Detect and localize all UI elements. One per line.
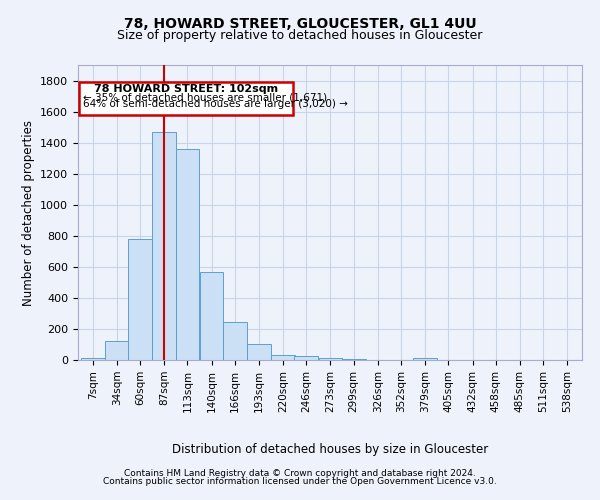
Y-axis label: Number of detached properties: Number of detached properties [22,120,35,306]
Bar [342,359,365,360]
Bar [223,322,247,360]
Text: 78 HOWARD STREET: 102sqm: 78 HOWARD STREET: 102sqm [94,84,278,94]
FancyBboxPatch shape [79,82,293,114]
Bar [413,358,437,360]
Text: Contains HM Land Registry data © Crown copyright and database right 2024.: Contains HM Land Registry data © Crown c… [124,468,476,477]
Bar [105,342,129,360]
Text: Distribution of detached houses by size in Gloucester: Distribution of detached houses by size … [172,442,488,456]
Bar [81,358,104,360]
Text: Size of property relative to detached houses in Gloucester: Size of property relative to detached ho… [118,29,482,42]
Bar [176,149,199,360]
Bar [319,358,342,360]
Text: 64% of semi-detached houses are larger (3,020) →: 64% of semi-detached houses are larger (… [83,99,348,109]
Bar [271,354,295,360]
Bar [152,132,176,360]
Text: 78, HOWARD STREET, GLOUCESTER, GL1 4UU: 78, HOWARD STREET, GLOUCESTER, GL1 4UU [124,18,476,32]
Bar [128,239,152,360]
Text: ← 35% of detached houses are smaller (1,671): ← 35% of detached houses are smaller (1,… [83,92,328,102]
Bar [200,272,223,360]
Text: Contains public sector information licensed under the Open Government Licence v3: Contains public sector information licen… [103,477,497,486]
Bar [247,344,271,360]
Bar [295,356,318,360]
